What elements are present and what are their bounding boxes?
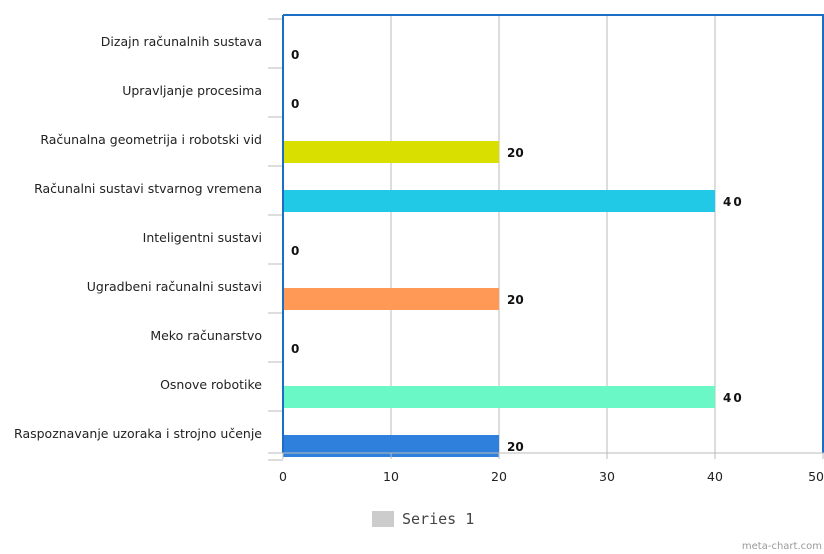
value-label-3: 40 (723, 195, 744, 209)
value-label-2: 20 (507, 146, 524, 160)
value-label-4: 0 (291, 244, 299, 258)
category-label-8: Raspoznavanje uzoraka i strojno učenje (14, 426, 262, 441)
value-label-7: 40 (723, 391, 744, 405)
value-label-5: 20 (507, 293, 524, 307)
x-tick-label-40: 40 (707, 469, 723, 484)
value-label-0: 0 (291, 48, 299, 62)
x-tick-label-20: 20 (491, 469, 507, 484)
bar-3 (283, 190, 715, 212)
legend[interactable]: Series 1 (372, 510, 474, 528)
value-label-8: 20 (507, 440, 524, 454)
x-tick-label-50: 50 (808, 469, 824, 484)
gridlines (390, 15, 716, 453)
x-tick-label-30: 30 (599, 469, 615, 484)
value-label-1: 0 (291, 97, 299, 111)
value-label-6: 0 (291, 342, 299, 356)
category-label-7: Osnove robotike (160, 377, 262, 392)
category-label-2: Računalna geometrija i robotski vid (40, 132, 262, 147)
bar-7 (283, 386, 715, 408)
labels: 0 10 20 30 40 50 Dizajn računalnih sustava 0 Upr… (14, 34, 824, 484)
bar-2 (283, 141, 499, 163)
category-label-6: Meko računarstvo (150, 328, 262, 343)
axes (268, 14, 824, 461)
category-label-3: Računalni sustavi stvarnog vremena (34, 181, 262, 196)
category-label-4: Inteligentni sustavi (143, 230, 262, 245)
category-label-1: Upravljanje procesima (122, 83, 262, 98)
legend-label: Series 1 (402, 510, 475, 528)
bars (283, 141, 715, 457)
x-tick-label-10: 10 (383, 469, 399, 484)
watermark: meta-chart.com (741, 541, 822, 552)
legend-swatch (372, 511, 394, 527)
category-label-0: Dizajn računalnih sustava (101, 34, 262, 49)
bar-8 (283, 435, 499, 457)
x-tick-label-0: 0 (279, 469, 287, 484)
category-label-5: Ugradbeni računalni sustavi (87, 279, 262, 294)
bar-5 (283, 288, 499, 310)
